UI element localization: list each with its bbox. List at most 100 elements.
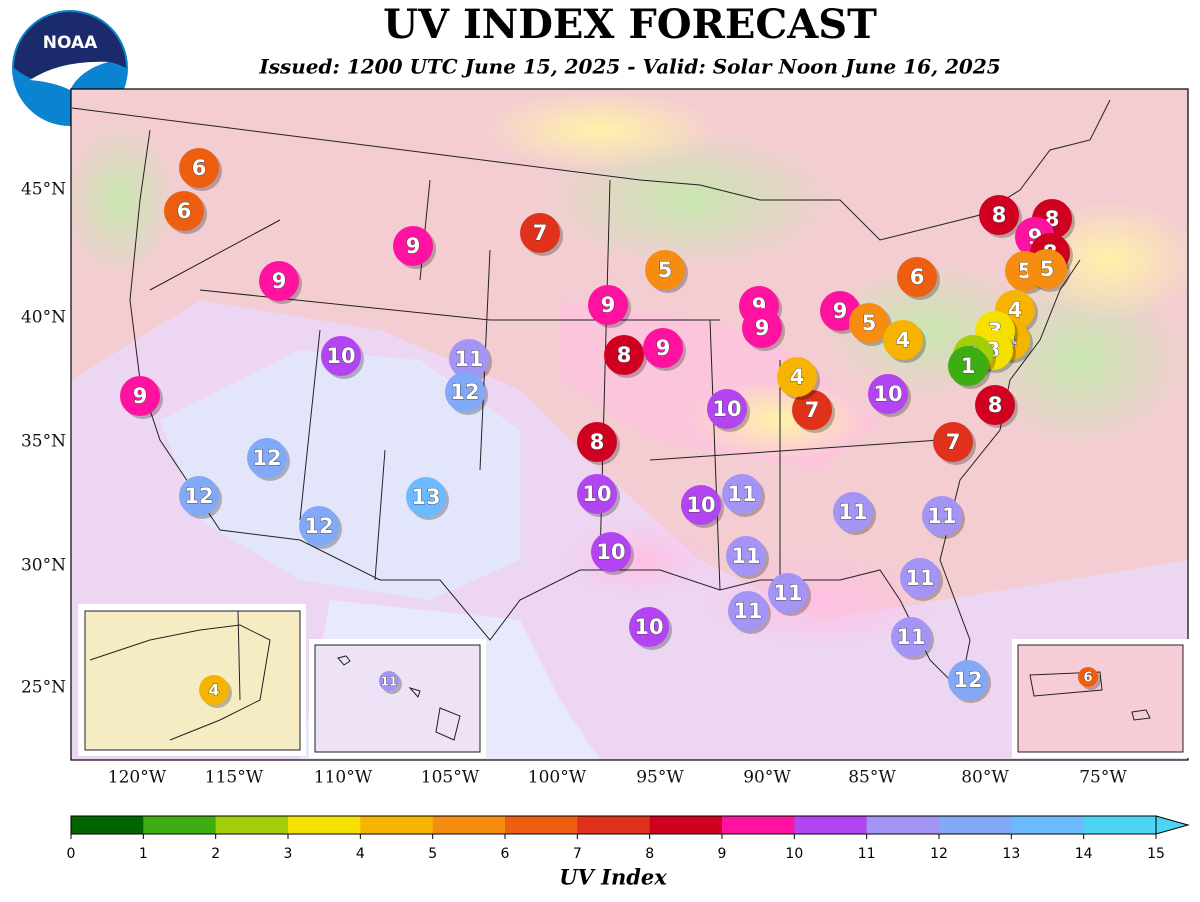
uv-marker	[948, 346, 988, 386]
logo-text: NOAA	[43, 33, 98, 53]
uv-marker	[577, 474, 617, 514]
uv-marker	[604, 335, 644, 375]
uv-marker	[393, 226, 433, 266]
uv-marker-label: 6	[910, 265, 925, 289]
uv-marker-label: 11	[381, 675, 398, 689]
uv-marker	[449, 339, 489, 379]
uv-marker	[897, 257, 937, 297]
uv-marker	[833, 492, 873, 532]
colorbar-tick-label: 14	[1075, 846, 1093, 862]
lat-label: 45°N	[21, 180, 66, 200]
uv-marker-label: 11	[454, 347, 483, 371]
colorbar-tick-label: 6	[501, 846, 510, 862]
uv-marker-label: 8	[992, 203, 1007, 227]
uv-marker-label: 10	[582, 482, 611, 506]
colorbar-segment	[1011, 816, 1085, 834]
colorbar-segment	[505, 816, 578, 834]
noaa-logo: NOAA	[12, 10, 128, 126]
uv-marker-label: 10	[634, 615, 663, 639]
uv-marker	[849, 303, 889, 343]
uv-marker-label: 5	[658, 258, 673, 282]
uv-marker	[629, 607, 669, 647]
colorbar-segment	[722, 816, 795, 834]
alaska-inset	[78, 604, 306, 756]
uv-marker-label: 5	[1040, 257, 1055, 281]
lon-label: 100°W	[528, 768, 587, 788]
uv-marker-label: 8	[988, 393, 1003, 417]
colorbar-tick-label: 7	[573, 846, 582, 862]
colorbar-segment	[649, 816, 723, 834]
uv-marker	[722, 474, 762, 514]
uv-marker	[120, 376, 160, 416]
uv-marker	[707, 389, 747, 429]
lat-label: 25°N	[21, 678, 66, 698]
uv-marker	[726, 536, 766, 576]
lon-label: 90°W	[743, 768, 791, 788]
uv-marker-label: 9	[406, 234, 421, 258]
uv-marker-label: 10	[596, 540, 625, 564]
uv-marker-label: 9	[656, 336, 671, 360]
uv-marker	[321, 336, 361, 376]
lat-label: 40°N	[21, 308, 66, 328]
uv-marker	[1027, 249, 1067, 289]
uv-marker	[868, 374, 908, 414]
uv-marker	[199, 675, 229, 705]
uv-marker	[445, 372, 485, 412]
uv-marker	[643, 328, 683, 368]
uv-marker	[900, 558, 940, 598]
canada-border	[71, 99, 1111, 241]
hawaii-inset	[309, 639, 486, 758]
uv-marker-label: 4	[790, 365, 805, 389]
uv-marker-label: 10	[686, 493, 715, 517]
colorbar-tick-label: 2	[211, 846, 220, 862]
colorbar-tick-label: 4	[356, 846, 365, 862]
uv-marker	[922, 496, 962, 536]
colorbar-label: UV Index	[559, 865, 667, 890]
uv-marker-label: 4	[1008, 298, 1023, 322]
uv-marker-label: 7	[805, 398, 820, 422]
lon-label: 85°W	[848, 768, 896, 788]
uv-marker	[768, 573, 808, 613]
uv-marker-label: 4	[208, 681, 219, 700]
colorbar-extension	[1155, 815, 1190, 835]
subtitle: Issued: 1200 UTC June 15, 2025 - Valid: …	[258, 55, 1000, 79]
colorbar-frame	[70, 815, 1157, 835]
puerto-rico-inset	[1012, 639, 1189, 758]
uv-marker	[406, 477, 446, 517]
cloud-patch	[480, 90, 720, 170]
colorbar-segment	[432, 816, 506, 834]
uv-marker	[259, 261, 299, 301]
uv-marker	[520, 213, 560, 253]
colorbar-tick-label: 1	[139, 846, 148, 862]
colorbar-tick-label: 10	[785, 846, 803, 862]
colorbar-segment	[577, 816, 651, 834]
lon-label: 120°W	[108, 768, 167, 788]
colorbar-tick-label: 12	[930, 846, 948, 862]
uv-marker-label: 6	[192, 156, 207, 180]
uv-marker-label: 12	[450, 380, 479, 404]
uv-marker	[948, 660, 988, 700]
uv-marker-label: 7	[533, 221, 548, 245]
colorbar-segment	[215, 816, 289, 834]
uv-marker-label: 12	[304, 514, 333, 538]
uv-marker	[179, 476, 219, 516]
uv-marker-label: 10	[873, 382, 902, 406]
uv-marker-label: 5	[862, 311, 877, 335]
uv-marker	[247, 438, 287, 478]
uv-marker	[1078, 667, 1098, 687]
uv-marker	[591, 532, 631, 572]
lon-label: 115°W	[205, 768, 264, 788]
uv-marker	[975, 385, 1015, 425]
uv-marker-label: 11	[838, 500, 867, 524]
colorbar-segment	[794, 816, 868, 834]
puerto-rico-outline	[1029, 671, 1151, 721]
uv-marker-label: 9	[833, 299, 848, 323]
colorbar-segment	[1083, 816, 1157, 834]
lon-label: 80°W	[961, 768, 1009, 788]
alaska-outline	[89, 610, 271, 741]
uv-marker-label: 4	[896, 328, 911, 352]
uv-marker-label: 10	[326, 344, 355, 368]
uv-marker	[728, 591, 768, 631]
uv-marker	[164, 191, 204, 231]
